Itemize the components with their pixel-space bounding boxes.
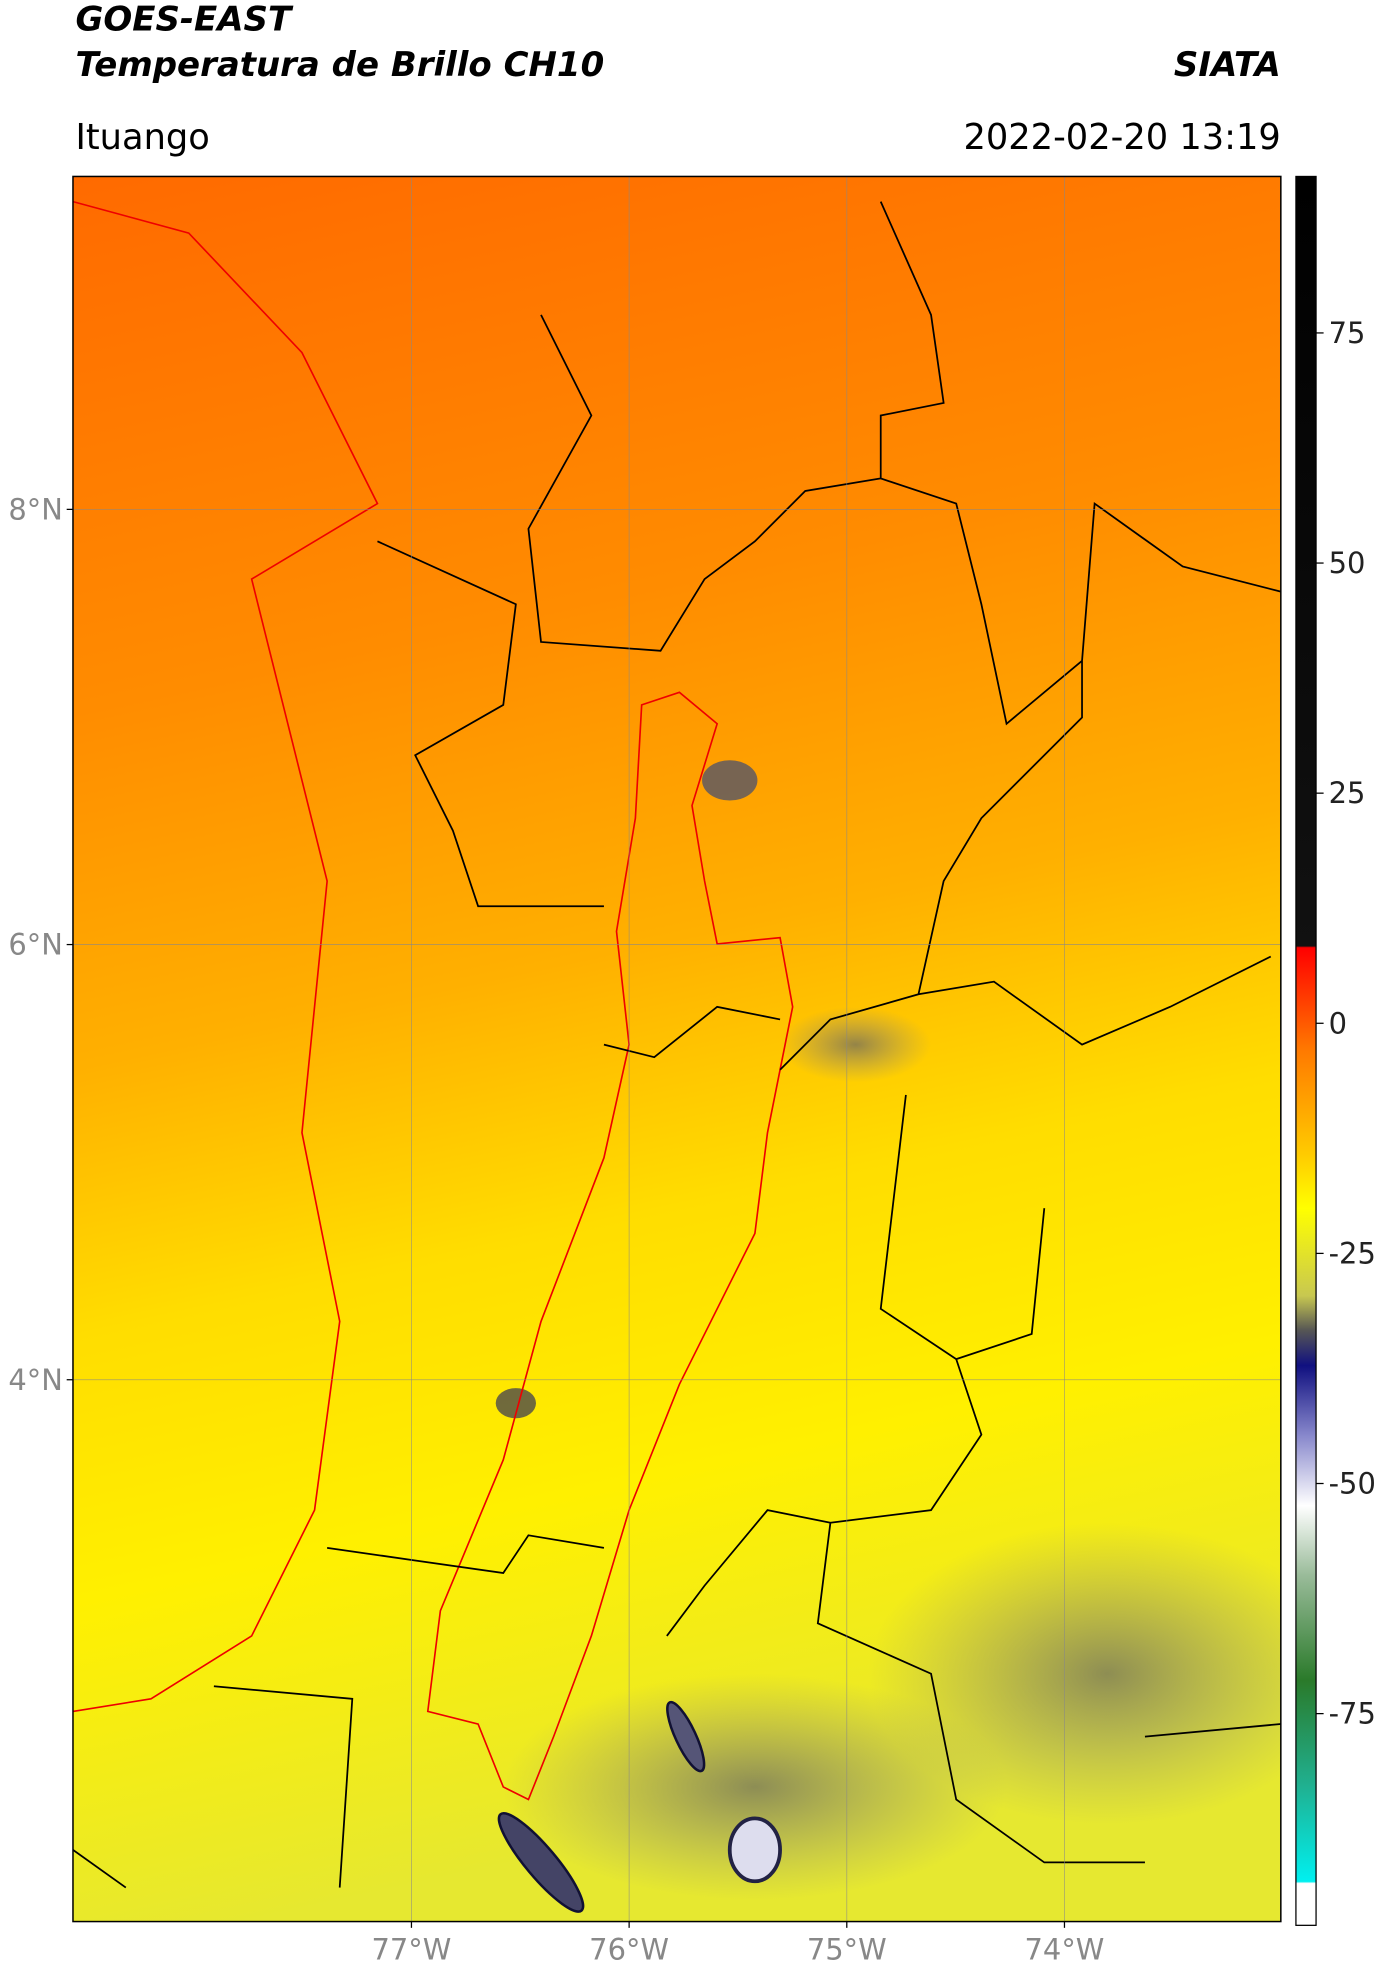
colorbar-tick-label: 0 xyxy=(1329,1006,1347,1040)
cloud xyxy=(727,1816,782,1884)
cloud xyxy=(497,1812,585,1913)
cloud xyxy=(780,1006,932,1083)
x-tick-label: 75°W xyxy=(807,1932,887,1966)
cloud xyxy=(702,760,758,801)
colorbar-tick-label: 25 xyxy=(1329,776,1366,810)
y-tick-label: 8°N xyxy=(8,492,63,526)
colorbar-tick-label: 50 xyxy=(1329,546,1366,580)
boundary xyxy=(72,201,1281,1889)
map-frame xyxy=(72,175,1282,1923)
coastline xyxy=(72,200,379,1713)
x-tick-label: 76°W xyxy=(589,1932,669,1966)
cloud xyxy=(495,1388,536,1419)
colorbar-tick-label: -50 xyxy=(1329,1467,1376,1501)
title: GOES-EAST xyxy=(75,0,293,40)
colorbar-tick-label: -25 xyxy=(1329,1236,1376,1270)
location: Ituango xyxy=(75,117,209,158)
cloud xyxy=(666,1700,706,1773)
source: SIATA xyxy=(1174,45,1281,85)
y-tick-label: 4°N xyxy=(8,1363,63,1397)
y-tick-label: 6°N xyxy=(8,928,63,962)
x-tick-label: 77°W xyxy=(372,1932,452,1966)
map xyxy=(72,176,1281,1922)
colorbar-tick-label: 75 xyxy=(1329,316,1366,350)
colorbar xyxy=(1295,175,1317,1926)
colorbar-tick-label: -75 xyxy=(1329,1697,1376,1731)
department-boundary xyxy=(426,691,794,1801)
x-tick-label: 74°W xyxy=(1025,1932,1105,1966)
datetime: 2022-02-20 13:19 xyxy=(963,117,1280,158)
subtitle: Temperatura de Brillo CH10 xyxy=(75,45,604,85)
